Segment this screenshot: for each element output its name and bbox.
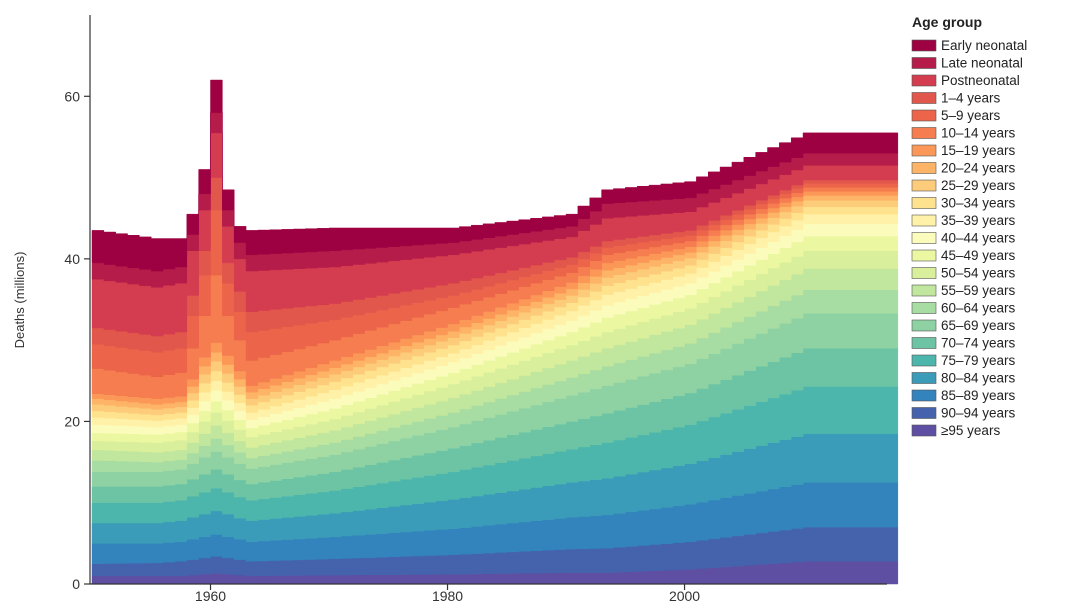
chart-axes — [89, 15, 887, 585]
legend-swatch — [911, 302, 937, 314]
legend-label: 70–74 years — [941, 336, 1016, 351]
legend-swatch — [911, 284, 937, 297]
legend-swatch — [911, 214, 937, 227]
legend-label: Late neonatal — [941, 56, 1023, 71]
legend-swatch — [911, 249, 937, 262]
legend-label: Early neonatal — [941, 38, 1027, 53]
x-tick-label: 1960 — [195, 588, 226, 604]
legend-swatch — [911, 354, 937, 367]
legend-label: ≥95 years — [941, 423, 1000, 438]
legend-swatch — [911, 74, 937, 87]
x-ticks: 1960 1980 2000 — [195, 584, 700, 604]
legend-swatch — [911, 197, 937, 209]
legend-swatch — [911, 57, 937, 69]
legend-label: 30–34 years — [941, 196, 1016, 211]
legend-label: 20–24 years — [941, 161, 1016, 176]
legend-swatch — [911, 232, 937, 244]
legend-swatch — [911, 337, 937, 349]
legend-swatch — [911, 407, 937, 419]
legend-label: 15–19 years — [941, 143, 1016, 158]
legend-label: Postneonatal — [941, 73, 1020, 88]
legend-swatch — [911, 92, 937, 104]
y-tick-label: 60 — [64, 88, 80, 104]
legend-label: 55–59 years — [941, 283, 1016, 298]
legend-label: 75–79 years — [941, 353, 1016, 368]
legend-swatch — [911, 389, 937, 402]
y-ticks: 0 20 40 60 — [64, 88, 90, 592]
legend: Age group Early neonatal Late neonatal Pos… — [911, 14, 1027, 438]
legend-label: 35–39 years — [941, 213, 1016, 228]
legend-title: Age group — [912, 14, 982, 30]
legend-label: 10–14 years — [941, 126, 1016, 141]
y-axis-label: Deaths (millions) — [12, 252, 27, 349]
legend-label: 50–54 years — [941, 266, 1016, 281]
legend-swatch — [911, 39, 937, 52]
legend-swatch — [911, 372, 937, 384]
legend-swatch — [911, 162, 937, 174]
x-tick-label: 1980 — [432, 588, 463, 604]
area-series-22 — [91, 79, 899, 272]
legend-label: 25–29 years — [941, 178, 1016, 193]
legend-label: 5–9 years — [941, 108, 1001, 123]
legend-label: 1–4 years — [941, 91, 1001, 106]
legend-swatch — [911, 424, 937, 437]
x-tick-label: 2000 — [669, 588, 700, 604]
legend-label: 85–89 years — [941, 388, 1016, 403]
legend-swatch — [911, 267, 937, 279]
legend-swatch — [911, 179, 937, 192]
legend-label: 40–44 years — [941, 231, 1016, 246]
legend-swatch — [911, 144, 937, 157]
y-tick-label: 40 — [64, 251, 80, 267]
legend-label: 65–69 years — [941, 318, 1016, 333]
legend-swatch — [911, 127, 937, 139]
y-tick-label: 0 — [72, 576, 80, 592]
y-tick-label: 20 — [64, 413, 80, 429]
legend-label: 90–94 years — [941, 406, 1016, 421]
legend-swatch — [911, 319, 937, 332]
chart-areas — [91, 79, 899, 585]
legend-label: 80–84 years — [941, 371, 1016, 386]
legend-swatch — [911, 109, 937, 122]
legend-label: 45–49 years — [941, 248, 1016, 263]
legend-label: 60–64 years — [941, 301, 1016, 316]
